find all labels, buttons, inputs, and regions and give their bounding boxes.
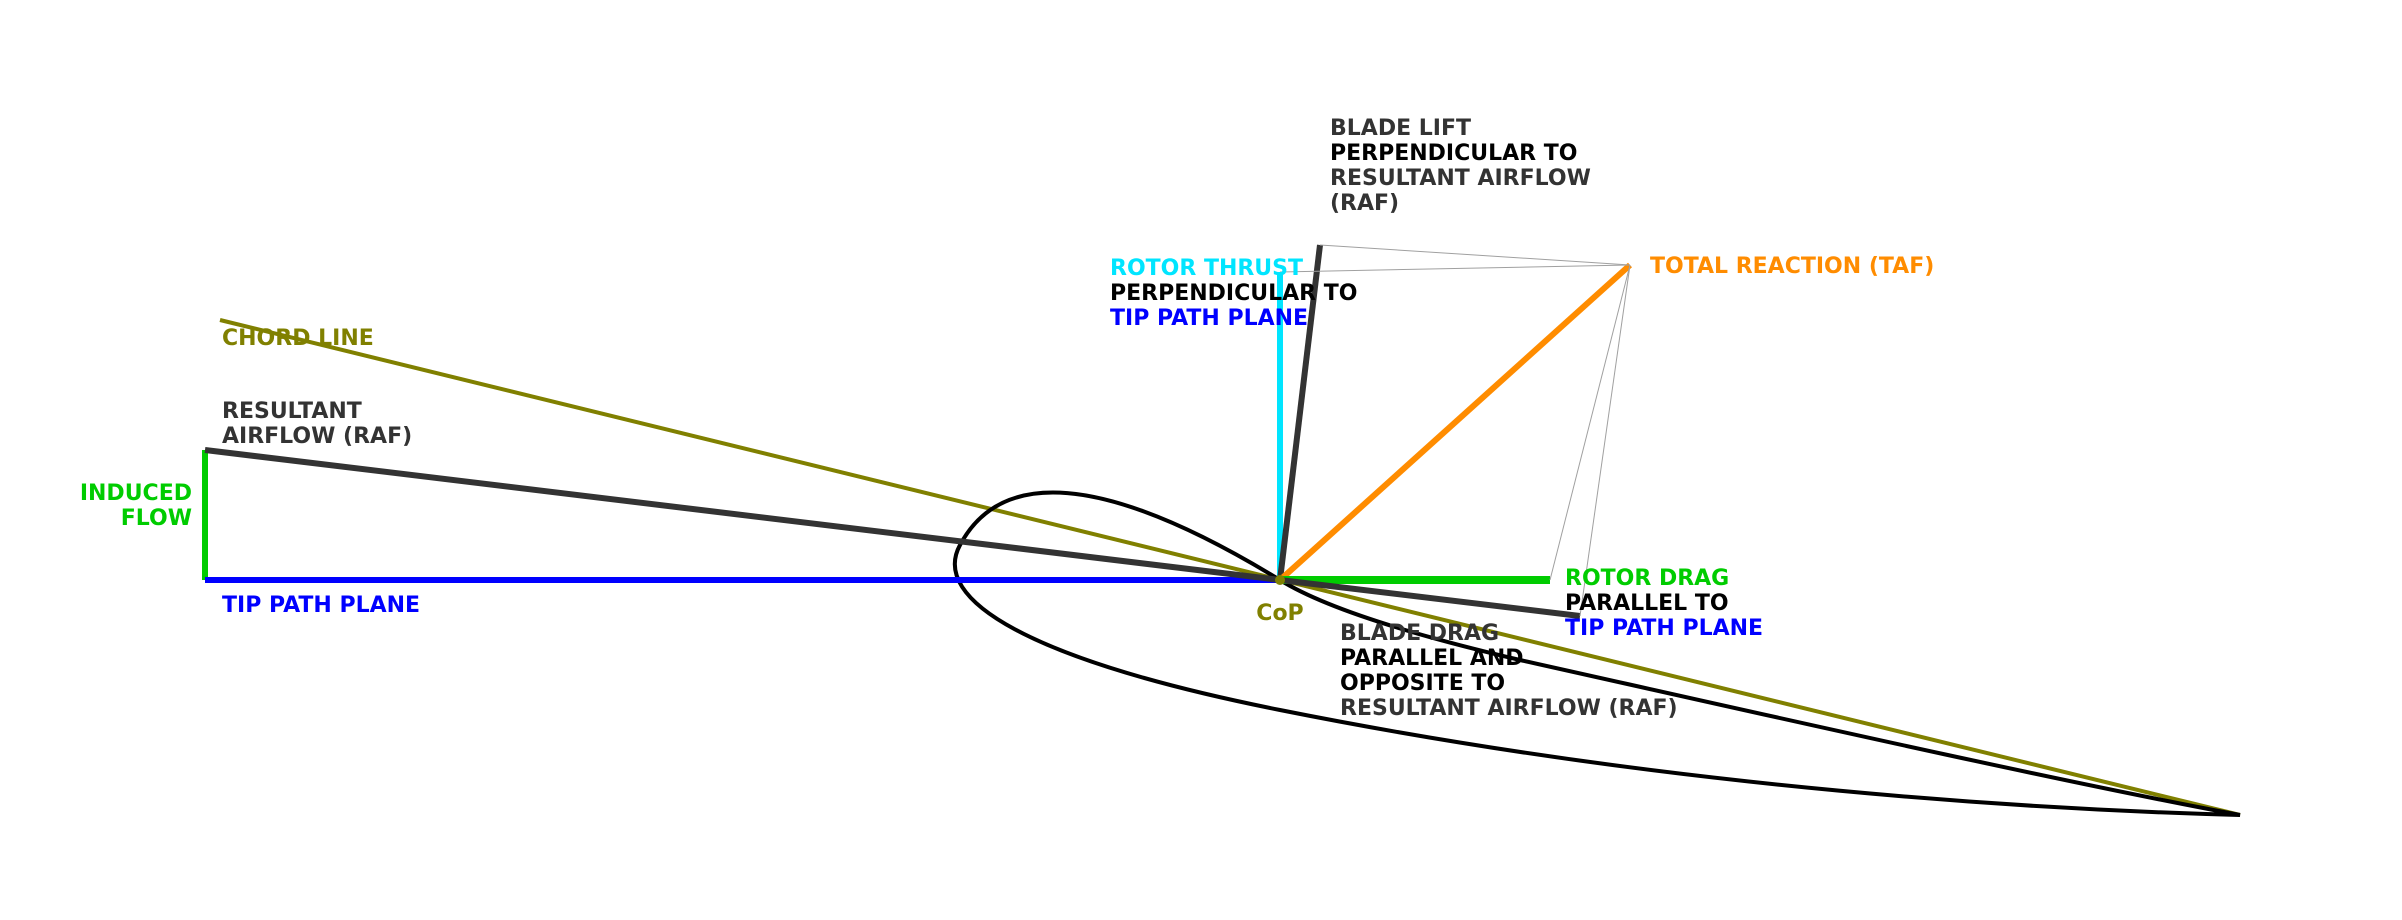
rotor-drag-label: ROTOR DRAG: [1565, 566, 1729, 591]
blade-drag-label: RESULTANT AIRFLOW (RAF): [1340, 696, 1678, 721]
total-reaction-vector: [1280, 265, 1630, 580]
blade-lift-label: RESULTANT AIRFLOW: [1330, 166, 1591, 191]
blade-lift-label: PERPENDICULAR TO: [1330, 141, 1577, 166]
construction-line: [1320, 245, 1630, 265]
rotor-drag-label: TIP PATH PLANE: [1565, 616, 1763, 641]
cop-marker: [1275, 575, 1285, 585]
blade-lift-label: BLADE LIFT: [1330, 116, 1471, 141]
total-reaction-label: TOTAL REACTION (TAF): [1650, 254, 1934, 279]
construction-line: [1550, 265, 1630, 580]
blade-drag-label: OPPOSITE TO: [1340, 671, 1505, 696]
induced-flow-label: FLOW: [121, 506, 192, 531]
blade-drag-label: BLADE DRAG: [1340, 621, 1499, 646]
induced-flow-label: INDUCED: [80, 481, 192, 506]
blade-lift-label: (RAF): [1330, 191, 1399, 216]
rotor-thrust-label: PERPENDICULAR TO: [1110, 281, 1357, 306]
construction-line: [1580, 265, 1630, 616]
cop-label: CoP: [1256, 601, 1303, 626]
rotor-thrust-label: TIP PATH PLANE: [1110, 306, 1308, 331]
tip-path-plane-label: TIP PATH PLANE: [222, 593, 420, 618]
rotor-thrust-label: ROTOR THRUST: [1110, 256, 1303, 281]
construction-line: [1280, 265, 1630, 272]
chord-line-label: CHORD LINE: [222, 326, 374, 351]
resultant-airflow-vector: [205, 450, 1280, 580]
rotor-drag-label: PARALLEL TO: [1565, 591, 1729, 616]
chord-line: [220, 320, 2240, 815]
raf-label: RESULTANT: [222, 399, 362, 424]
blade-drag-vector: [1280, 580, 1580, 616]
rotor-force-diagram: CHORD LINE RESULTANT AIRFLOW (RAF) INDUC…: [0, 0, 2402, 920]
blade-drag-label: PARALLEL AND: [1340, 646, 1524, 671]
raf-label: AIRFLOW (RAF): [222, 424, 412, 449]
